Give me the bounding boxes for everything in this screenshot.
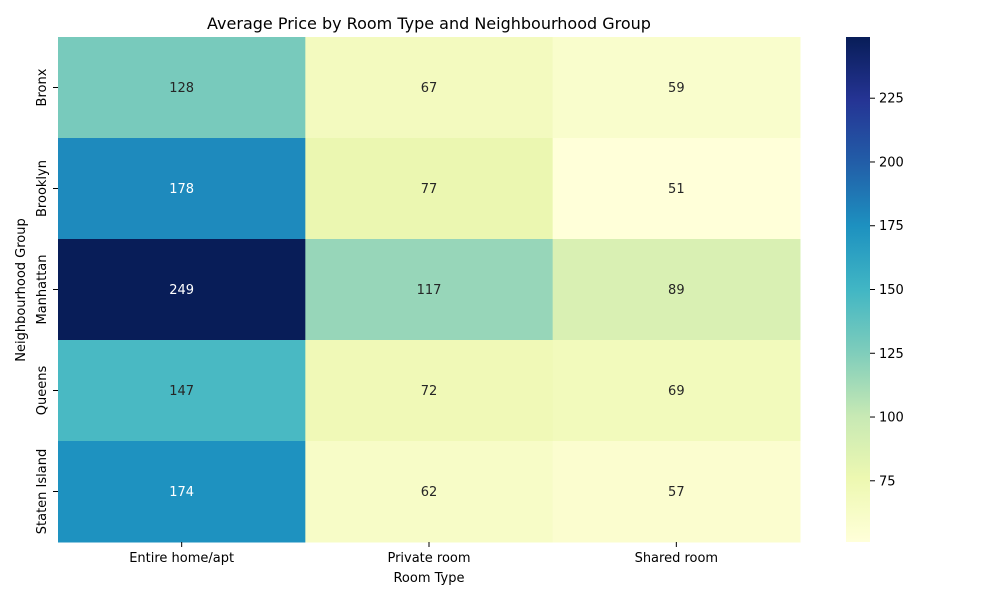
colorbar-tick-label: 100 <box>879 411 904 426</box>
heatmap-cell <box>305 37 554 139</box>
chart-title: Average Price by Room Type and Neighbour… <box>207 14 651 33</box>
x-axis-ticks: Entire home/apt Private room Shared room <box>129 542 718 566</box>
heatmap-cell <box>552 239 801 341</box>
x-tick-label: Entire home/apt <box>129 551 234 566</box>
y-tick-label: Queens <box>35 366 50 416</box>
cell-value-label: 62 <box>421 485 438 500</box>
heatmap-cell <box>58 340 306 442</box>
x-axis-label: Room Type <box>393 571 464 586</box>
colorbar-tick-label: 150 <box>879 283 904 298</box>
cell-value-label: 249 <box>169 283 194 298</box>
heatmap-cell <box>552 37 801 139</box>
cell-value-label: 147 <box>169 384 194 399</box>
heatmap-cell <box>552 138 801 240</box>
heatmap-cell <box>58 441 306 543</box>
colorbar-tick-label: 125 <box>879 347 904 362</box>
y-tick-label: Bronx <box>35 68 50 106</box>
colorbar-tick-label: 200 <box>879 155 904 170</box>
cell-value-label: 89 <box>668 283 685 298</box>
cell-value-label: 77 <box>421 182 438 197</box>
cell-value-label: 67 <box>421 81 438 96</box>
y-tick-label: Manhattan <box>35 254 50 324</box>
heatmap-cell <box>58 138 306 240</box>
cell-value-label: 174 <box>169 485 194 500</box>
colorbar <box>846 37 870 542</box>
heatmap-cell <box>552 340 801 442</box>
colorbar-ticks: 75 100 125 150 175 200 225 <box>870 92 904 489</box>
heatmap-cell <box>305 239 554 341</box>
heatmap-cell <box>305 441 554 543</box>
cell-value-label: 128 <box>169 81 194 96</box>
cell-value-label: 57 <box>668 485 685 500</box>
heatmap-cell <box>305 340 554 442</box>
cell-value-label: 178 <box>169 182 194 197</box>
heatmap-cell <box>58 37 306 139</box>
heatmap-cell <box>552 441 801 543</box>
cell-value-label: 59 <box>668 81 685 96</box>
heatmap-cell <box>305 138 554 240</box>
cell-value-label: 51 <box>668 182 685 197</box>
y-tick-label: Brooklyn <box>35 160 50 217</box>
cell-value-label: 117 <box>417 283 442 298</box>
heatmap-cell <box>58 239 306 341</box>
x-tick-label: Private room <box>387 551 470 566</box>
heatmap-cells: 128 67 59 178 77 51 249 117 89 147 72 69 174 62 57 <box>58 37 801 543</box>
x-tick-label: Shared room <box>635 551 719 566</box>
y-axis-label: Neighbourhood Group <box>14 218 29 362</box>
y-tick-label: Staten Island <box>35 449 50 534</box>
colorbar-tick-label: 75 <box>879 474 896 489</box>
colorbar-tick-label: 225 <box>879 92 904 107</box>
cell-value-label: 72 <box>421 384 438 399</box>
colorbar-tick-label: 175 <box>879 219 904 234</box>
cell-value-label: 69 <box>668 384 685 399</box>
y-axis-ticks: Bronx Brooklyn Manhattan Queens Staten Islan… <box>35 68 58 534</box>
